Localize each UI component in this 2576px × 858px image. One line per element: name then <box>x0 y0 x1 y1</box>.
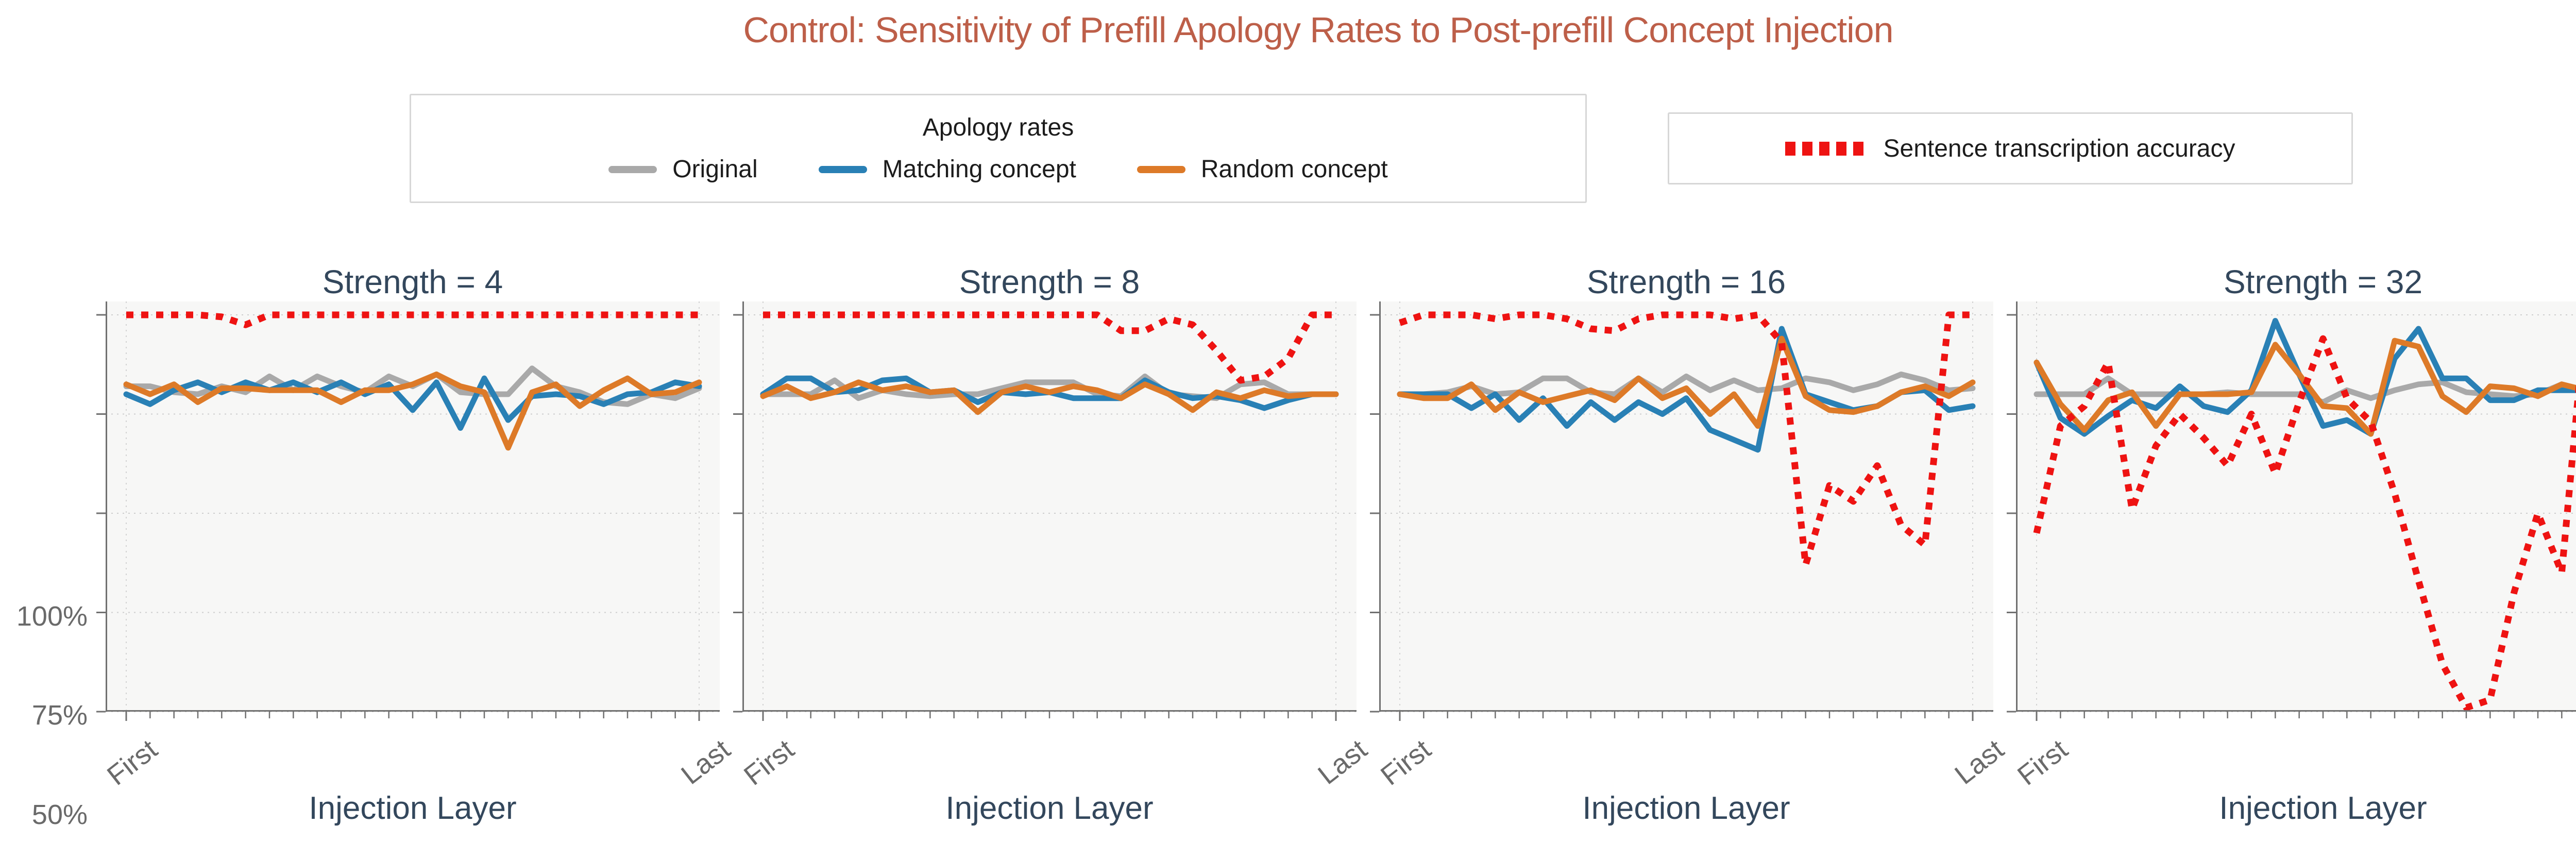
subplot-row: Strength = 4 First Last Injection Layer … <box>96 263 2576 827</box>
x-tick-label-first: First <box>101 733 163 792</box>
subplot-title: Strength = 32 <box>2223 263 2423 300</box>
line-chart <box>733 301 1357 721</box>
matching-concept-line-swatch-icon <box>818 165 867 173</box>
original-line-swatch-icon <box>608 165 657 173</box>
random-concept-line-swatch-icon <box>1137 165 1185 173</box>
line-chart <box>2007 301 2576 721</box>
apology-legend-title: Apology rates <box>922 114 1074 141</box>
legend-label-random-concept: Random concept <box>1200 156 1388 183</box>
legend-item-matching-concept: Matching concept <box>818 155 1076 183</box>
legend-item-original: Original <box>608 155 758 183</box>
line-chart <box>1370 301 1993 721</box>
legend-label-accuracy: Sentence transcription accuracy <box>1883 134 2235 162</box>
y-tick-label: 50% <box>31 799 88 830</box>
figure-title: Control: Sensitivity of Prefill Apology … <box>743 10 1893 50</box>
accuracy-legend: Sentence transcription accuracy <box>1668 112 2353 184</box>
x-tick-label-first: First <box>1375 733 1437 792</box>
x-tick-label-first: First <box>738 733 800 792</box>
panel-strength-16: Strength = 16 First Last Injection Layer <box>1370 263 2010 827</box>
x-tick-label-last: Last <box>675 733 736 790</box>
y-tick-label: 75% <box>31 700 88 731</box>
x-axis-label: Injection Layer <box>945 790 1154 826</box>
line-chart <box>96 301 720 721</box>
panel-strength-32: Strength = 32 First Last Injection Layer <box>2007 263 2576 827</box>
x-tick-label-first: First <box>2011 733 2074 792</box>
x-tick-label-last: Last <box>1312 733 1373 790</box>
legend-label-original: Original <box>672 156 758 183</box>
dotted-red-line-swatch-icon <box>1785 141 1864 156</box>
x-axis-label: Injection Layer <box>1582 790 1790 826</box>
y-tick-label: 100% <box>16 601 88 632</box>
subplot-title: Strength = 16 <box>1586 263 1786 300</box>
x-axis-label: Injection Layer <box>2219 790 2427 826</box>
legend-item-random-concept: Random concept <box>1137 155 1388 183</box>
subplot-title: Strength = 4 <box>322 263 503 300</box>
panel-strength-4: Strength = 4 First Last Injection Layer <box>96 263 736 827</box>
apology-legend: Apology rates Original Matching concept … <box>410 94 1587 203</box>
panel-strength-8: Strength = 8 First Last Injection Layer <box>733 263 1373 827</box>
apology-legend-items: Original Matching concept Random concept <box>608 155 1388 183</box>
subplot-title: Strength = 8 <box>959 263 1140 300</box>
x-tick-label-last: Last <box>1949 733 2010 790</box>
x-axis-label: Injection Layer <box>309 790 517 826</box>
legend-label-matching-concept: Matching concept <box>882 156 1076 183</box>
